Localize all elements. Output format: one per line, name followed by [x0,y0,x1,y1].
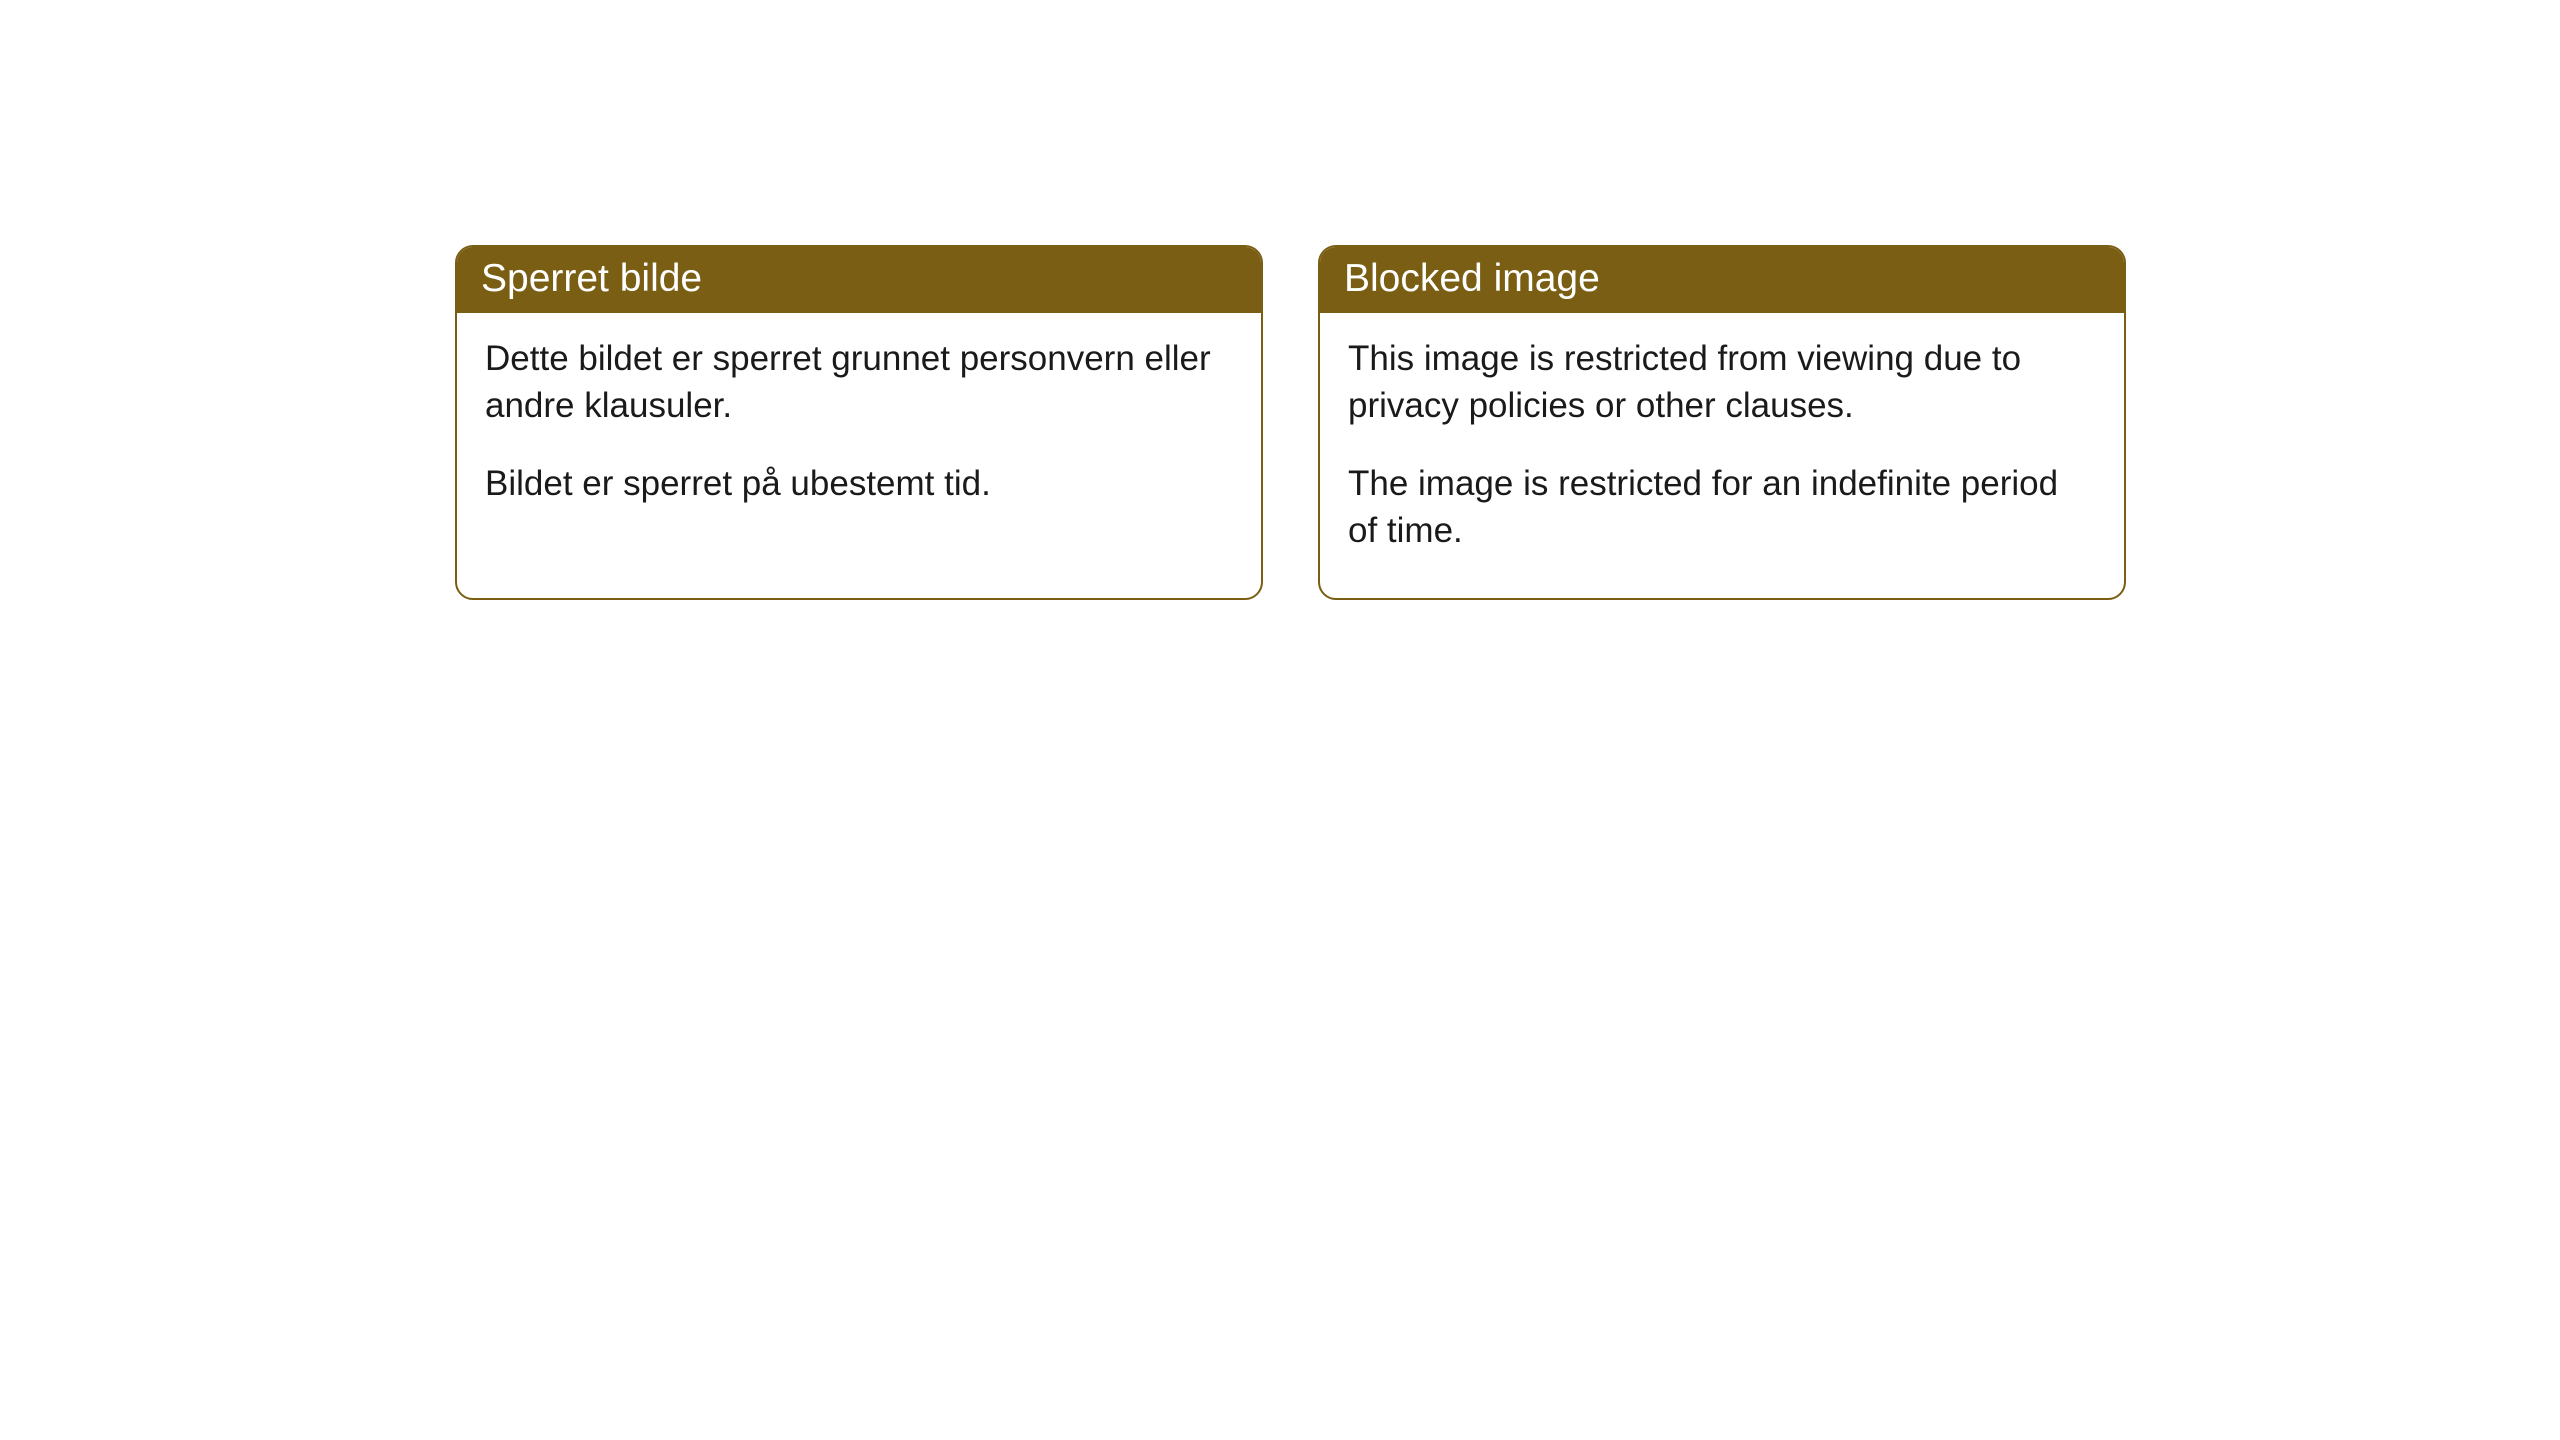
card-text-no-1: Dette bildet er sperret grunnet personve… [485,335,1233,430]
card-text-en-1: This image is restricted from viewing du… [1348,335,2096,430]
card-header-en: Blocked image [1320,247,2124,313]
card-text-no-2: Bildet er sperret på ubestemt tid. [485,460,1233,507]
card-header-no: Sperret bilde [457,247,1261,313]
card-text-en-2: The image is restricted for an indefinit… [1348,460,2096,555]
card-body-no: Dette bildet er sperret grunnet personve… [457,313,1261,551]
blocked-image-card-en: Blocked image This image is restricted f… [1318,245,2126,600]
card-body-en: This image is restricted from viewing du… [1320,313,2124,598]
blocked-image-card-no: Sperret bilde Dette bildet er sperret gr… [455,245,1263,600]
cards-container: Sperret bilde Dette bildet er sperret gr… [455,245,2560,600]
